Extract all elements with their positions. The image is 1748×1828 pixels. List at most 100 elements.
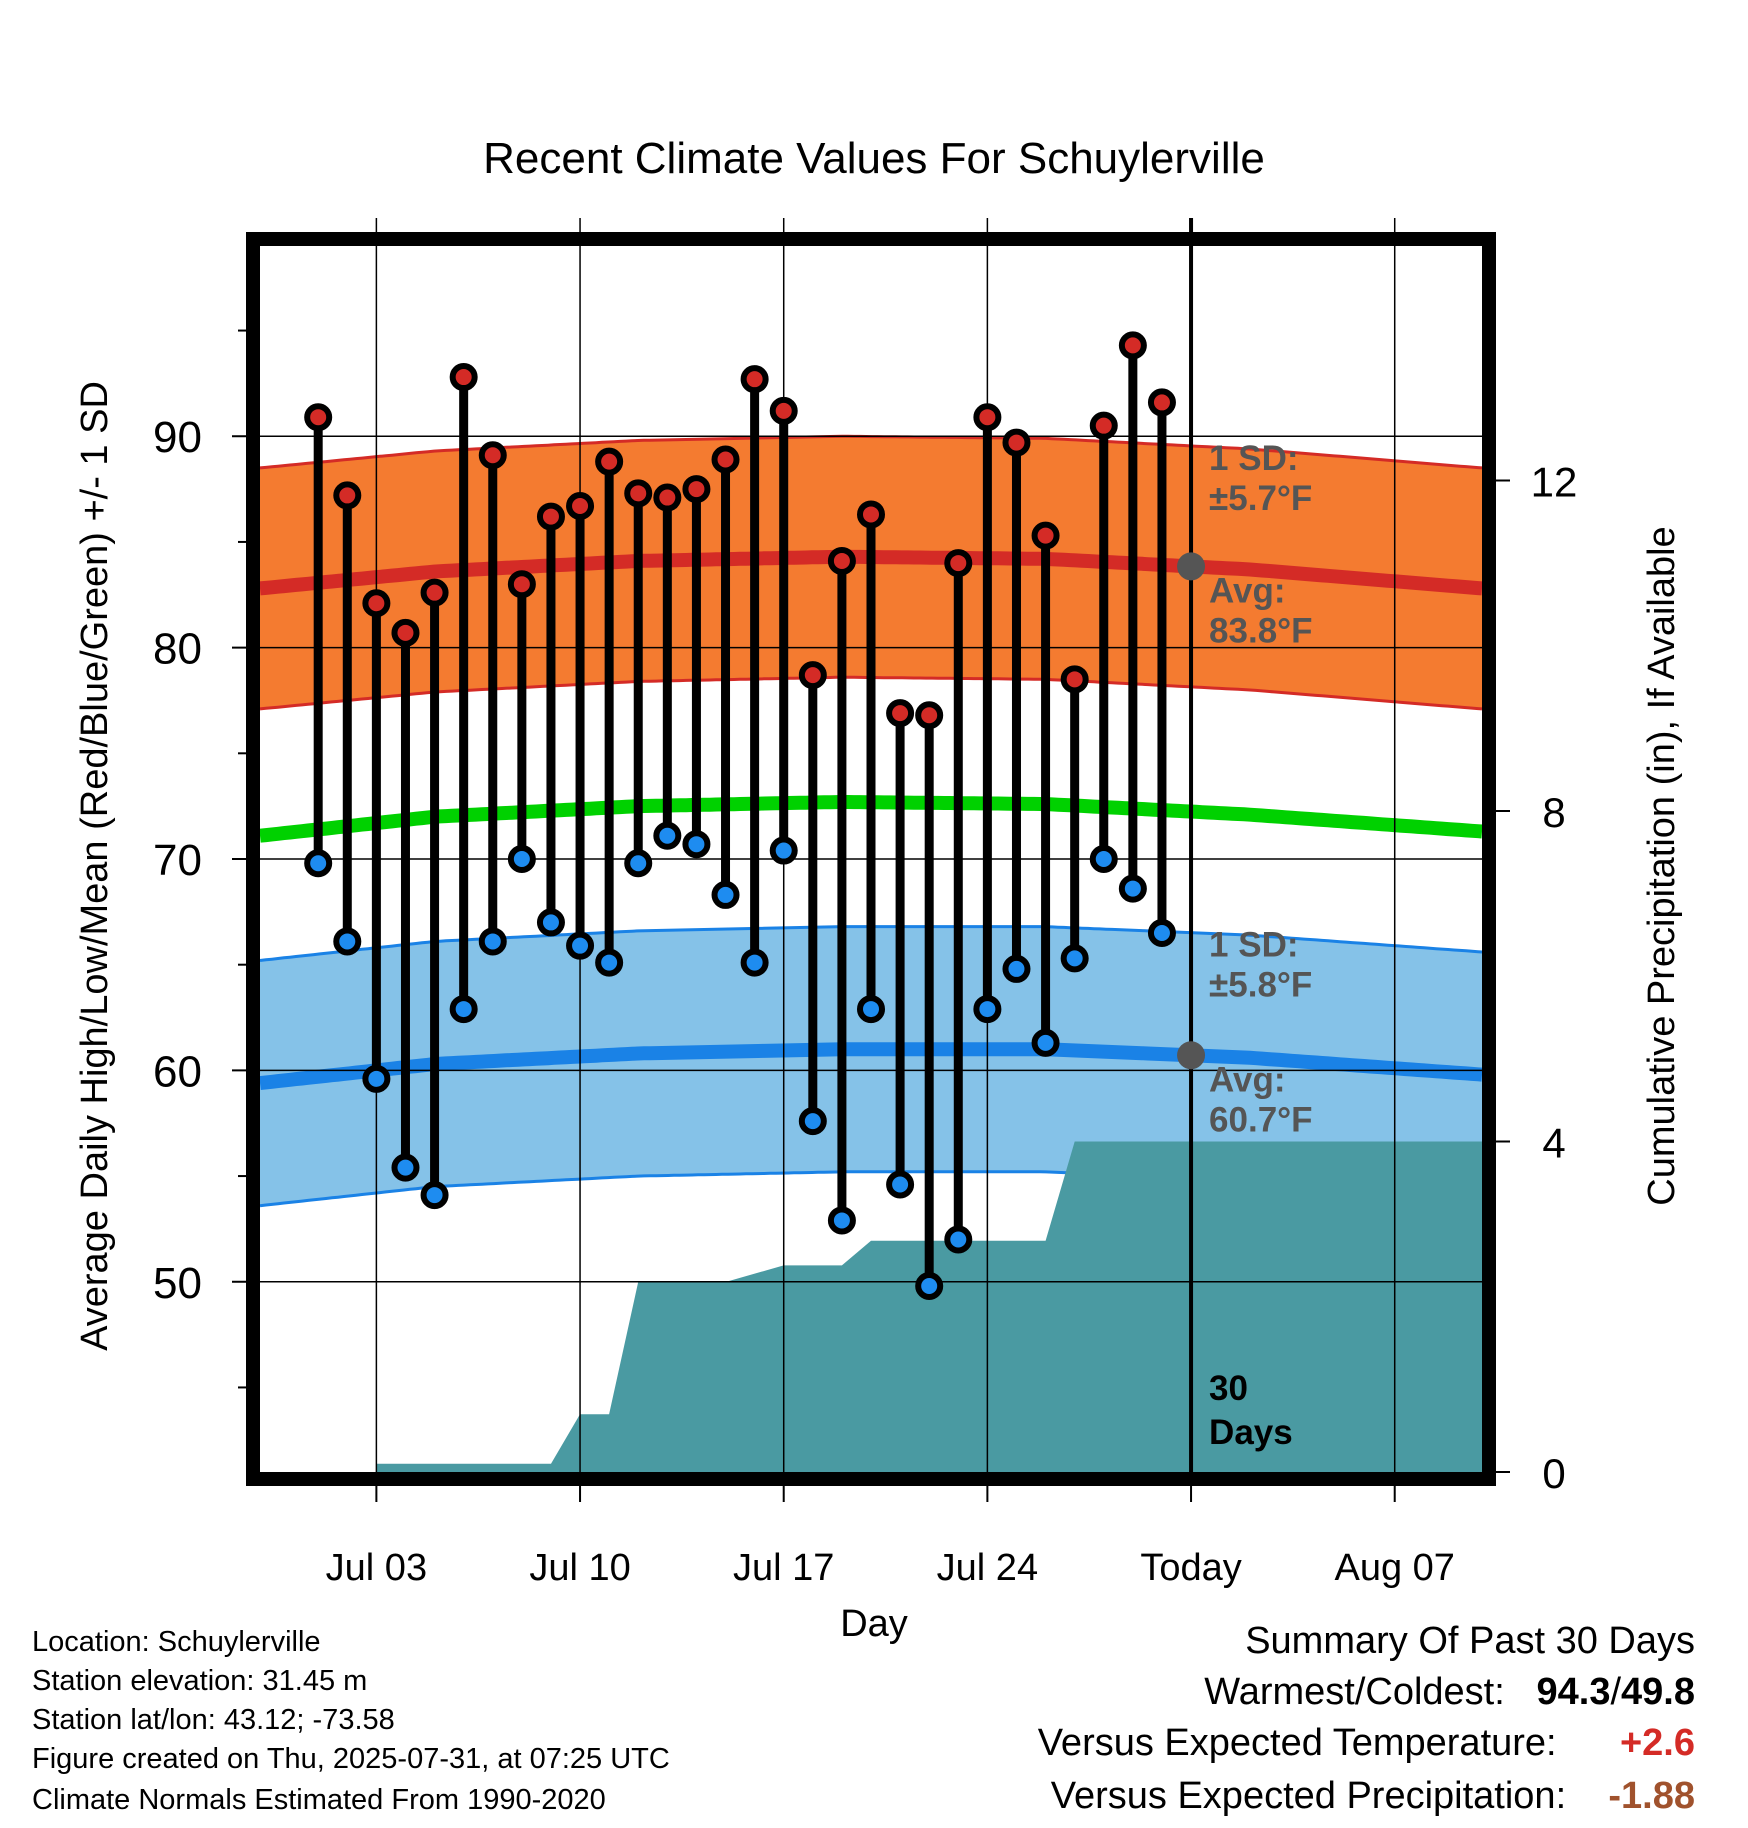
- summary-title: Summary Of Past 30 Days: [1245, 1620, 1695, 1662]
- daily-low-point: [944, 1225, 973, 1254]
- daily-low-point: [740, 948, 769, 977]
- high-avg-value: 83.8°F: [1209, 611, 1313, 650]
- precip-days-label: 30: [1209, 1369, 1248, 1408]
- x-tick-label: Jul 17: [733, 1547, 834, 1589]
- daily-high-point: [507, 570, 536, 599]
- y-tick-label: 50: [153, 1259, 202, 1308]
- daily-low-point: [1147, 918, 1176, 947]
- daily-low-point: [857, 995, 885, 1024]
- daily-low-point: [682, 830, 711, 859]
- daily-high-point: [653, 483, 682, 512]
- high-sd-label: 1 SD:: [1209, 439, 1298, 478]
- daily-high-point: [769, 396, 798, 425]
- daily-low-point: [420, 1181, 449, 1210]
- daily-high-point: [624, 479, 653, 508]
- daily-low-point: [711, 880, 740, 909]
- daily-high-point: [857, 500, 885, 529]
- daily-low-point: [1002, 954, 1031, 983]
- low-avg-label: Avg:: [1209, 1060, 1285, 1099]
- y-tick-label: 80: [153, 625, 202, 674]
- daily-low-point: [653, 821, 682, 850]
- warmest-value: 94.3: [1536, 1671, 1611, 1713]
- daily-high-point: [420, 578, 449, 607]
- x-tick-label: Jul 24: [937, 1547, 1038, 1589]
- daily-high-point: [1118, 331, 1147, 360]
- daily-high-point: [886, 699, 915, 728]
- y2-tick-label: 12: [1531, 459, 1578, 506]
- info-normals: Climate Normals Estimated From 1990-2020: [32, 1784, 606, 1816]
- daily-high-point: [478, 441, 507, 470]
- warm-cold-label: Warmest/Coldest:: [1204, 1671, 1505, 1713]
- daily-low-point: [333, 927, 362, 956]
- daily-high-point: [915, 701, 944, 730]
- daily-low-point: [1060, 944, 1089, 973]
- temp-label: Versus Expected Temperature:: [1037, 1722, 1557, 1764]
- low-avg-value: 60.7°F: [1209, 1100, 1313, 1139]
- x-tick-label: Jul 10: [529, 1547, 630, 1589]
- daily-high-point: [362, 589, 391, 618]
- daily-low-point: [973, 995, 1002, 1024]
- summary-temp: Versus Expected Temperature: +2.6: [1038, 1722, 1695, 1765]
- daily-low-point: [566, 931, 595, 960]
- daily-high-point: [566, 491, 595, 520]
- daily-low-point: [798, 1107, 827, 1136]
- daily-high-point: [449, 363, 478, 392]
- daily-low-point: [1089, 845, 1118, 873]
- daily-low-point: [1031, 1028, 1060, 1057]
- today-high-normal-marker: [1177, 552, 1206, 581]
- daily-low-point: [886, 1170, 915, 1199]
- y2-tick-label: 4: [1542, 1120, 1565, 1167]
- today-low-normal-marker: [1177, 1041, 1206, 1070]
- daily-high-point: [944, 549, 973, 578]
- daily-low-point: [769, 836, 798, 865]
- daily-low-point: [595, 948, 624, 977]
- x-axis-label: Day: [840, 1603, 908, 1645]
- info-elevation: Station elevation: 31.45 m: [32, 1665, 368, 1697]
- daily-high-point: [595, 447, 624, 476]
- info-location: Location: Schuylerville: [32, 1626, 321, 1658]
- daily-high-point: [304, 403, 333, 432]
- daily-high-point: [1031, 521, 1060, 550]
- daily-high-point: [1060, 665, 1089, 694]
- daily-low-point: [478, 927, 507, 956]
- daily-low-point: [827, 1206, 856, 1235]
- warm-cold-separator: /: [1610, 1671, 1622, 1713]
- summary-precip: Versus Expected Precipitation: -1.88: [1051, 1775, 1695, 1818]
- daily-low-point: [304, 849, 333, 878]
- plot-frame: [246, 232, 1496, 1486]
- chart-title: Recent Climate Values For Schuylerville: [483, 134, 1265, 183]
- high-avg-label: Avg:: [1209, 571, 1285, 610]
- daily-high-point: [333, 481, 362, 510]
- daily-high-point: [391, 618, 420, 647]
- summary-warm-cold: Warmest/Coldest: 94.3/49.8: [1204, 1671, 1695, 1714]
- temp-value: +2.6: [1619, 1722, 1695, 1764]
- daily-low-point: [449, 995, 478, 1024]
- y2-tick-label: 8: [1542, 789, 1565, 836]
- normal-low-band: [260, 926, 1482, 1206]
- daily-high-point: [1147, 388, 1176, 417]
- precip-value: -1.88: [1608, 1775, 1695, 1817]
- daily-low-point: [362, 1064, 391, 1093]
- daily-high-point: [798, 661, 827, 690]
- y-tick-label: 60: [153, 1047, 202, 1096]
- daily-low-point: [1118, 874, 1147, 903]
- daily-high-point: [1002, 428, 1031, 457]
- daily-low-point: [915, 1271, 944, 1300]
- info-latlon: Station lat/lon: 43.12; -73.58: [32, 1704, 395, 1736]
- precip-days-label: Days: [1209, 1413, 1293, 1452]
- x-tick-label: Today: [1140, 1547, 1241, 1589]
- daily-high-point: [973, 403, 1002, 432]
- daily-high-point: [711, 445, 740, 474]
- normal-low-line: [259, 1042, 1483, 1091]
- y-tick-label: 90: [153, 413, 202, 462]
- y2-tick-label: 0: [1542, 1450, 1565, 1497]
- x-tick-label: Jul 03: [326, 1547, 427, 1589]
- y-tick-label: 70: [153, 836, 202, 885]
- daily-high-point: [682, 475, 711, 504]
- y2-axis-label: Cumulative Precipitation (in), If Availa…: [1641, 526, 1683, 1205]
- daily-high-point: [827, 546, 856, 575]
- info-created: Figure created on Thu, 2025-07-31, at 07…: [32, 1743, 670, 1775]
- low-sd-value: ±5.8°F: [1209, 966, 1312, 1005]
- y-axis-label: Average Daily High/Low/Mean (Red/Blue/Gr…: [74, 381, 116, 1351]
